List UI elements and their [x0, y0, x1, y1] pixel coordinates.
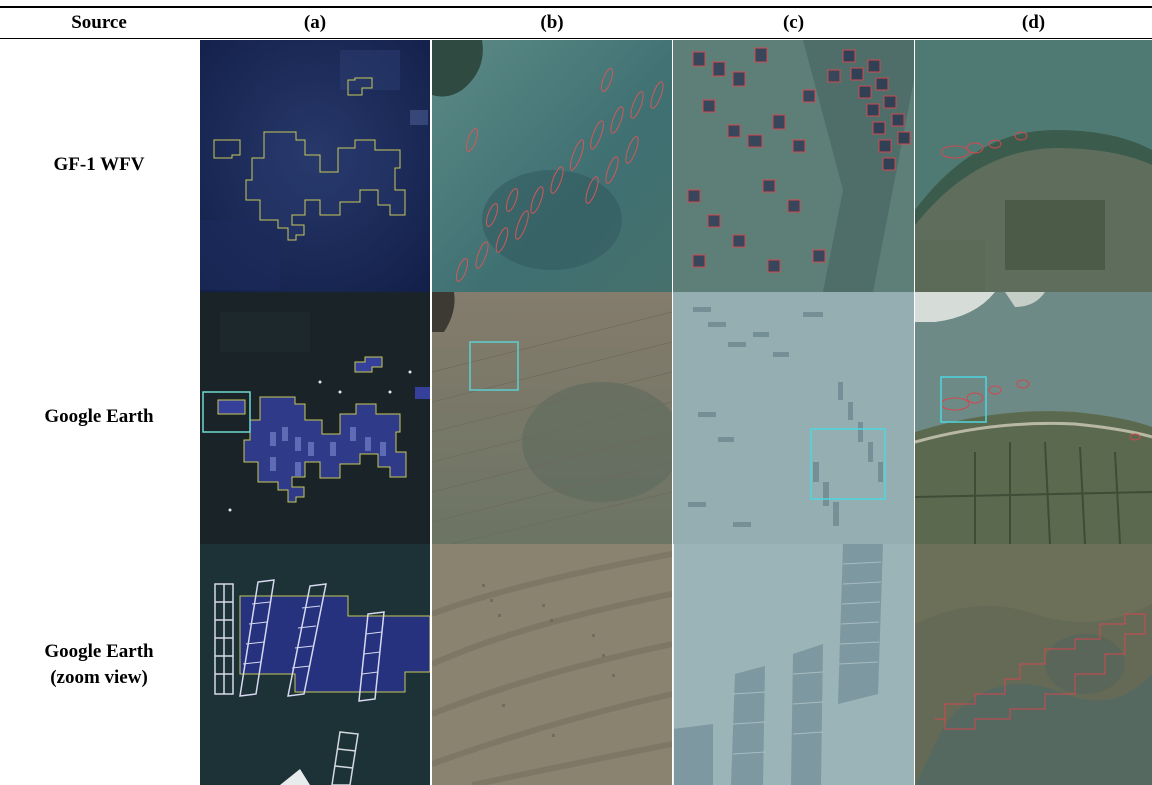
row-label-google-earth: Google Earth: [0, 404, 198, 430]
table-header-rule: [0, 38, 1152, 39]
table-top-rule: [0, 6, 1152, 8]
image-gf1-c: [673, 40, 914, 292]
header-col-c: (c): [782, 12, 805, 33]
image-ge-a: [200, 292, 430, 544]
image-ge-c: [673, 292, 914, 544]
row-label-gf1: GF-1 WFV: [0, 152, 198, 178]
header-source: Source: [71, 12, 127, 33]
row-label-zoom-line1: Google Earth: [44, 641, 154, 662]
image-ge-b: [432, 292, 672, 544]
header-col-a: (a): [303, 12, 327, 33]
row-label-gf1-text: GF-1 WFV: [53, 154, 145, 175]
image-zoom-c: [673, 544, 914, 785]
row-label-google-earth-text: Google Earth: [44, 406, 154, 427]
header-col-d: (d): [1021, 12, 1046, 33]
header-col-b: (b): [540, 12, 564, 33]
image-zoom-b: [432, 544, 672, 785]
row-label-zoom-line2: (zoom view): [50, 667, 148, 688]
image-zoom-d: [915, 544, 1152, 785]
image-gf1-a: [200, 40, 430, 292]
image-gf1-b: [432, 40, 672, 292]
image-gf1-d: [915, 40, 1152, 292]
image-ge-d: [915, 292, 1152, 544]
image-zoom-a: [200, 544, 430, 785]
row-label-google-earth-zoom: Google Earth (zoom view): [0, 639, 198, 691]
